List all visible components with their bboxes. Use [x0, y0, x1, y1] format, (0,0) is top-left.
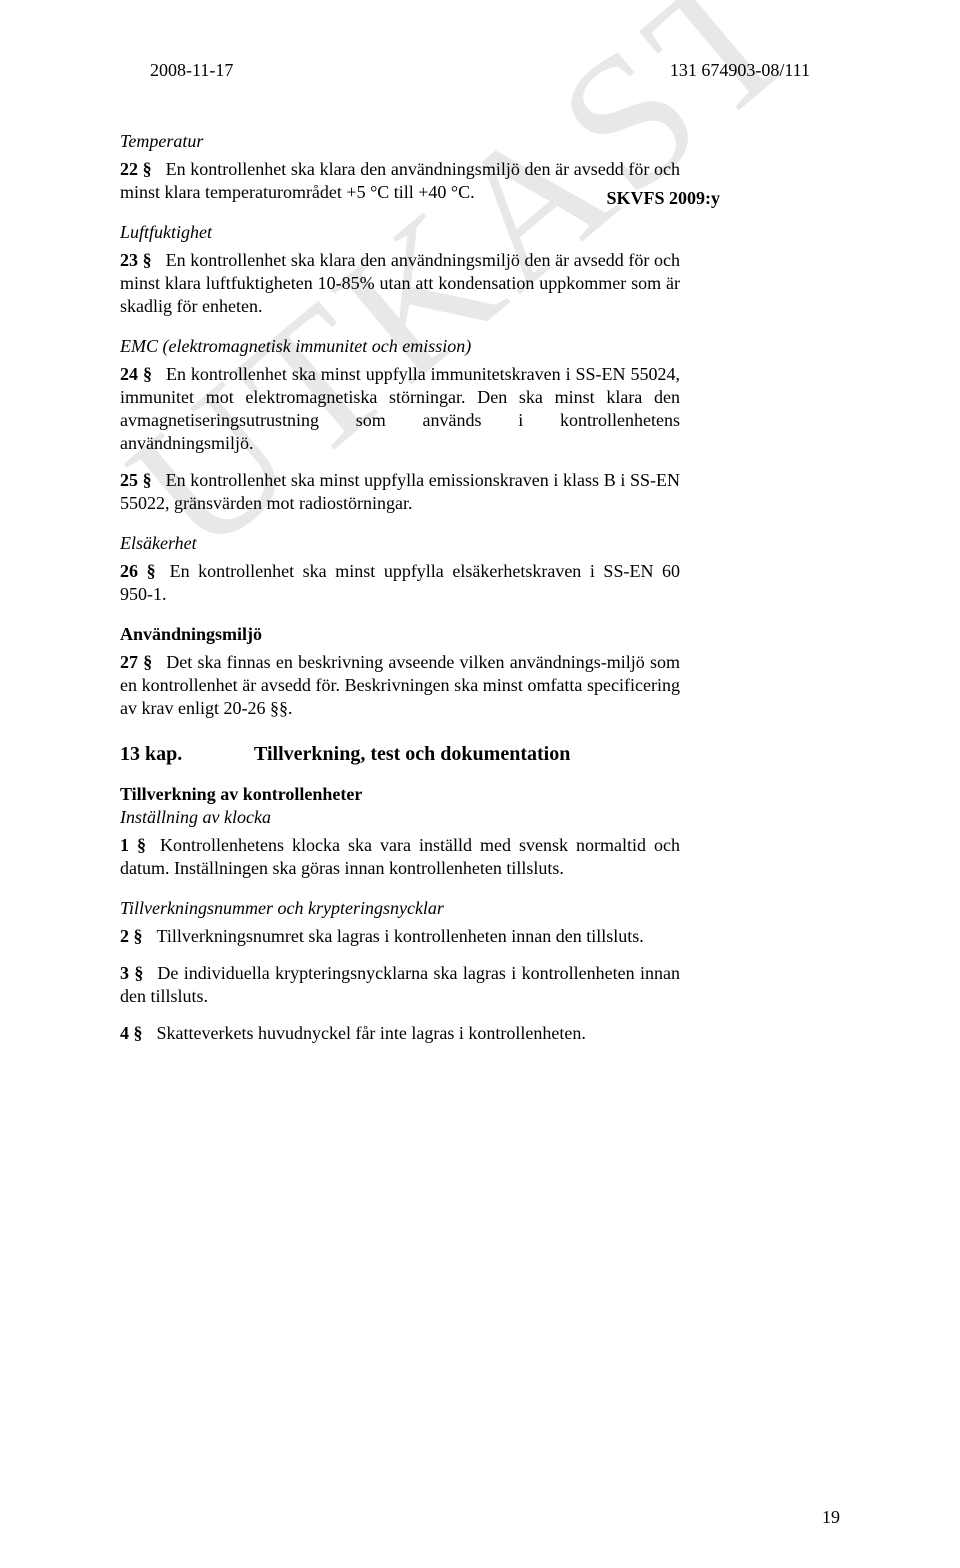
chapter-title: Tillverkning, test och dokumentation [254, 743, 570, 765]
heading-tillverkning: Tillverkning av kontrollenheter [120, 784, 680, 805]
para-text: En kontrollenhet ska klara den användnin… [120, 250, 680, 316]
para-text: Tillverkningsnumret ska lagras i kontrol… [157, 926, 644, 946]
subheading-tillverkningsnummer: Tillverkningsnummer och krypteringsnyckl… [120, 898, 680, 919]
para-text: Skatteverkets huvudnyckel får inte lagra… [157, 1023, 586, 1043]
para-text: De individuella krypteringsnycklarna ska… [120, 963, 680, 1006]
section-number: 25 § [120, 470, 152, 490]
document-page: UTKAST 2008-11-17 131 674903-08/111 SKVF… [0, 0, 960, 1568]
page-content: 2008-11-17 131 674903-08/111 SKVFS 2009:… [120, 60, 840, 1045]
para-23: 23 §En kontrollenhet ska klara den använ… [120, 249, 680, 318]
para-25: 25 §En kontrollenhet ska minst uppfylla … [120, 469, 680, 515]
heading-temperatur: Temperatur [120, 131, 680, 152]
section-number: 4 § [120, 1023, 143, 1043]
para-text: En kontrollenhet ska klara den användnin… [120, 159, 680, 202]
section-number: 27 § [120, 652, 152, 672]
para-27: 27 §Det ska finnas en beskrivning avseen… [120, 651, 680, 720]
section-number: 2 § [120, 926, 143, 946]
para-text: En kontrollenhet ska minst uppfylla immu… [120, 364, 680, 453]
para-2: 2 § Tillverkningsnumret ska lagras i kont… [120, 925, 680, 948]
para-text: En kontrollenhet ska minst uppfylla elsä… [120, 561, 680, 604]
section-number: 23 § [120, 250, 152, 270]
section-number: 3 § [120, 963, 143, 983]
regulation-label: SKVFS 2009:y [606, 188, 720, 209]
subheading-installning: Inställning av klocka [120, 807, 680, 828]
page-number: 19 [822, 1507, 840, 1528]
chapter-heading: 13 kap. Tillverkning, test och dokumenta… [120, 743, 680, 766]
chapter-number: 13 kap. [120, 743, 250, 766]
heading-elsakerhet: Elsäkerhet [120, 533, 680, 554]
header-ref: 131 674903-08/111 [670, 60, 810, 81]
heading-anvandningsmiljo: Användningsmiljö [120, 624, 680, 645]
heading-emc: EMC (elektromagnetisk immunitet och emis… [120, 336, 680, 357]
page-header: 2008-11-17 131 674903-08/111 [120, 60, 840, 81]
para-26: 26 §En kontrollenhet ska minst uppfylla … [120, 560, 680, 606]
para-22: 22 §En kontrollenhet ska klara den använ… [120, 158, 680, 204]
header-date: 2008-11-17 [150, 60, 233, 81]
section-number: 26 § [120, 561, 156, 581]
section-number: 22 § [120, 159, 152, 179]
para-24: 24 §En kontrollenhet ska minst uppfylla … [120, 363, 680, 455]
para-text: Kontrollenhetens klocka ska vara inställ… [120, 835, 680, 878]
para-4: 4 § Skatteverkets huvudnyckel får inte la… [120, 1022, 680, 1045]
heading-luftfuktighet: Luftfuktighet [120, 222, 680, 243]
body-column: Temperatur 22 §En kontrollenhet ska klar… [120, 131, 680, 1045]
para-1: 1 §Kontrollenhetens klocka ska vara inst… [120, 834, 680, 880]
para-text: Det ska finnas en beskrivning avseende v… [120, 652, 680, 718]
para-3: 3 §De individuella krypteringsnycklarna … [120, 962, 680, 1008]
section-number: 1 § [120, 835, 146, 855]
section-number: 24 § [120, 364, 152, 384]
para-text: En kontrollenhet ska minst uppfylla emis… [120, 470, 680, 513]
